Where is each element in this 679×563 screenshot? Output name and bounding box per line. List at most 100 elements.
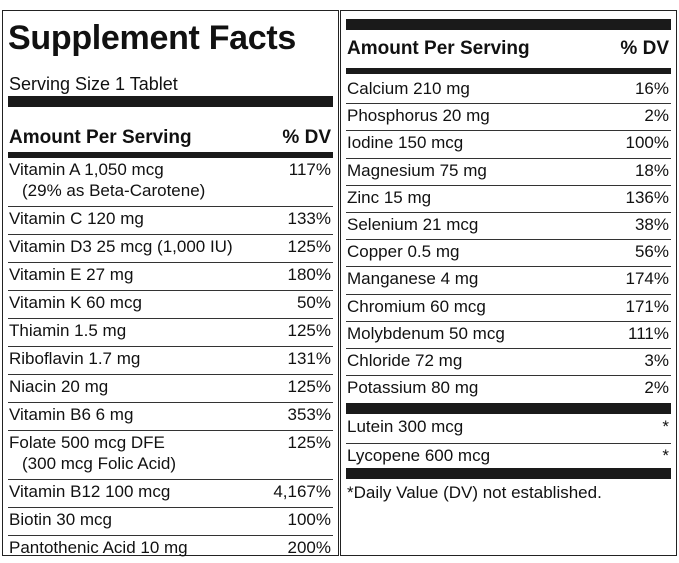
right-panel-content: Amount Per Serving % DV Calcium 210 mg 1… xyxy=(346,11,671,555)
table-row: Vitamin K 60 mcg 50% xyxy=(8,291,333,319)
nutrient-dv: 56% xyxy=(634,242,669,262)
nutrient-list: Vitamin A 1,050 mcg (29% as Beta-Caroten… xyxy=(8,158,333,563)
column-header: Amount Per Serving % DV xyxy=(8,127,333,149)
serving-size: Serving Size 1 Tablet xyxy=(9,74,178,94)
table-row: Thiamin 1.5 mg 125% xyxy=(8,319,333,347)
table-row: Biotin 30 mcg 100% xyxy=(8,508,333,536)
panel-title: Supplement Facts xyxy=(8,19,297,57)
thick-divider xyxy=(346,19,671,30)
nutrient-name: Chromium 60 mcg xyxy=(347,296,486,316)
table-row: Folate 500 mcg DFE (300 mcg Folic Acid) … xyxy=(8,431,333,480)
nutrient-dv: 3% xyxy=(644,350,669,370)
ingredient-dv: * xyxy=(662,445,669,465)
nutrient-dv: 171% xyxy=(625,296,669,316)
nutrient-name: Vitamin B6 6 mg xyxy=(9,405,134,424)
dv-header: % DV xyxy=(282,127,331,148)
nutrient-dv: 125% xyxy=(287,433,331,452)
nutrient-name: Selenium 21 mcg xyxy=(347,214,479,234)
nutrient-dv: 117% xyxy=(288,160,331,179)
nutrient-dv: 180% xyxy=(287,265,331,284)
table-row: Chloride 72 mg 3% xyxy=(346,349,671,377)
amount-per-serving-header: Amount Per Serving xyxy=(9,127,192,148)
nutrient-dv: 131% xyxy=(287,349,331,368)
table-row: Vitamin D3 25 mcg (1,000 IU) 125% xyxy=(8,235,333,263)
ingredient-name: Lutein 300 mcg xyxy=(347,417,464,436)
nutrient-dv: 2% xyxy=(644,106,669,126)
table-row: Calcium 210 mg 16% xyxy=(346,77,671,105)
nutrient-dv: 136% xyxy=(625,187,669,207)
nutrient-dv: 100% xyxy=(625,133,669,153)
nutrient-dv: 38% xyxy=(634,214,669,234)
table-row: Potassium 80 mg 2% xyxy=(346,376,671,402)
nutrient-name: Biotin 30 mcg xyxy=(9,510,112,529)
nutrient-name: Riboflavin 1.7 mg xyxy=(9,349,141,368)
table-row: Chromium 60 mcg 171% xyxy=(346,295,671,322)
nutrient-name: Iodine 150 mcg xyxy=(347,133,464,153)
nutrient-dv: 111% xyxy=(628,323,669,343)
nutrient-name: Vitamin D3 25 mcg (1,000 IU) xyxy=(9,237,233,256)
nutrient-dv: 16% xyxy=(634,79,669,98)
nutrient-name: Thiamin 1.5 mg xyxy=(9,321,127,340)
nutrient-dv: 353% xyxy=(287,405,331,424)
thick-divider xyxy=(8,96,333,107)
table-row: Magnesium 75 mg 18% xyxy=(346,159,671,186)
footnote: *Daily Value (DV) not established. xyxy=(347,483,602,502)
nutrient-subnote: (300 mcg Folic Acid) xyxy=(22,454,176,473)
nutrient-dv: 4,167% xyxy=(273,482,331,501)
nutrient-name: Zinc 15 mg xyxy=(347,187,432,207)
nutrient-dv: 18% xyxy=(634,160,669,180)
nutrient-name: Vitamin C 120 mg xyxy=(9,209,144,228)
nutrient-dv: 100% xyxy=(287,510,331,529)
dv-header: % DV xyxy=(620,38,669,59)
table-row: Lycopene 600 mcg * xyxy=(346,444,671,472)
ingredient-dv: * xyxy=(662,417,669,436)
nutrient-name: Molybdenum 50 mcg xyxy=(347,323,505,343)
nutrient-name: Vitamin K 60 mcg xyxy=(9,293,142,312)
nutrient-dv: 125% xyxy=(287,237,331,256)
nutrient-name: Folate 500 mcg DFE xyxy=(9,433,165,452)
nutrient-dv: 174% xyxy=(625,269,669,289)
amount-per-serving-header: Amount Per Serving xyxy=(347,38,530,59)
table-row: Niacin 20 mg 125% xyxy=(8,375,333,403)
nutrient-name: Phosphorus 20 mg xyxy=(347,106,490,126)
nutrient-name: Magnesium 75 mg xyxy=(347,160,487,180)
other-ingredients-list: Lutein 300 mcg * Lycopene 600 mcg * xyxy=(346,415,671,471)
table-row: Phosphorus 20 mg 2% xyxy=(346,104,671,132)
table-row: Iodine 150 mcg 100% xyxy=(346,131,671,159)
nutrient-subnote: (29% as Beta-Carotene) xyxy=(22,181,206,200)
table-row: Riboflavin 1.7 mg 131% xyxy=(8,347,333,375)
medium-divider xyxy=(8,152,333,158)
column-header: Amount Per Serving % DV xyxy=(346,38,671,60)
table-row: Pantothenic Acid 10 mg 200% xyxy=(8,536,333,563)
table-row: Zinc 15 mg 136% xyxy=(346,186,671,213)
nutrient-name: Niacin 20 mg xyxy=(9,377,109,396)
ingredient-name: Lycopene 600 mcg xyxy=(347,445,491,465)
nutrient-name: Chloride 72 mg xyxy=(347,350,463,370)
medium-divider xyxy=(346,68,671,74)
table-row: Molybdenum 50 mcg 111% xyxy=(346,322,671,349)
thick-divider xyxy=(346,468,671,479)
nutrient-dv: 2% xyxy=(644,378,669,398)
nutrient-name: Vitamin B12 100 mcg xyxy=(9,482,171,501)
left-panel-content: Supplement Facts Serving Size 1 Tablet A… xyxy=(8,11,333,557)
table-row: Vitamin A 1,050 mcg (29% as Beta-Caroten… xyxy=(8,158,333,207)
nutrient-dv: 125% xyxy=(287,377,331,396)
table-row: Lutein 300 mcg * xyxy=(346,415,671,444)
table-row: Vitamin E 27 mg 180% xyxy=(8,263,333,291)
supplement-facts-left-panel: Supplement Facts Serving Size 1 Tablet A… xyxy=(2,10,339,557)
table-row: Selenium 21 mcg 38% xyxy=(346,213,671,241)
supplement-facts-right-panel: Amount Per Serving % DV Calcium 210 mg 1… xyxy=(340,10,677,556)
table-row: Copper 0.5 mg 56% xyxy=(346,240,671,268)
nutrient-dv: 133% xyxy=(287,209,331,228)
table-row: Manganese 4 mg 174% xyxy=(346,267,671,295)
nutrient-name: Potassium 80 mg xyxy=(347,378,479,398)
nutrient-name: Copper 0.5 mg xyxy=(347,242,460,262)
nutrient-name: Calcium 210 mg xyxy=(347,79,470,98)
table-row: Vitamin B6 6 mg 353% xyxy=(8,403,333,431)
nutrient-dv: 50% xyxy=(296,293,331,312)
nutrient-name: Vitamin E 27 mg xyxy=(9,265,134,284)
nutrient-name: Vitamin A 1,050 mcg xyxy=(9,160,164,179)
nutrient-name: Manganese 4 mg xyxy=(347,269,479,289)
table-row: Vitamin B12 100 mcg 4,167% xyxy=(8,480,333,508)
nutrient-dv: 125% xyxy=(287,321,331,340)
